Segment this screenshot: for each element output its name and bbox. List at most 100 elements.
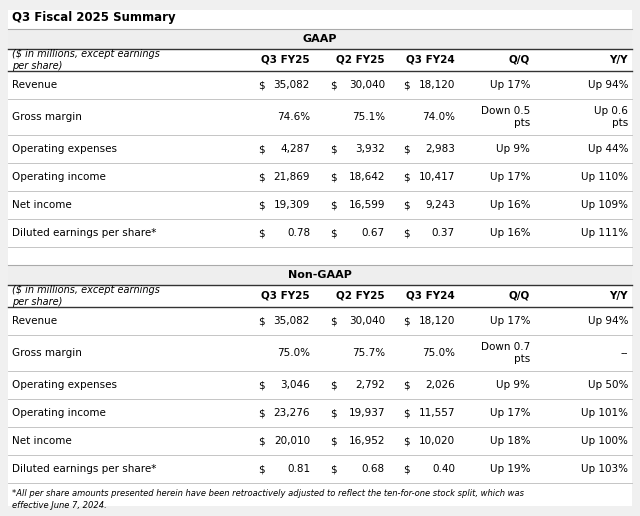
Text: 0.78: 0.78 (287, 228, 310, 238)
Text: 74.6%: 74.6% (277, 112, 310, 122)
Text: 21,869: 21,869 (273, 172, 310, 182)
Text: Y/Y: Y/Y (609, 291, 628, 301)
Text: $: $ (403, 316, 410, 326)
Text: Up 17%: Up 17% (490, 408, 530, 418)
Text: $: $ (258, 228, 264, 238)
Text: Up 103%: Up 103% (581, 464, 628, 474)
Text: $: $ (403, 464, 410, 474)
Text: ($ in millions, except earnings
per share): ($ in millions, except earnings per shar… (12, 285, 160, 307)
Text: $: $ (330, 228, 337, 238)
Text: 3,046: 3,046 (280, 380, 310, 390)
Text: Net income: Net income (12, 436, 72, 446)
Text: 75.1%: 75.1% (352, 112, 385, 122)
Text: 35,082: 35,082 (274, 316, 310, 326)
Text: Q2 FY25: Q2 FY25 (337, 291, 385, 301)
Text: Up 17%: Up 17% (490, 316, 530, 326)
Text: ($ in millions, except earnings
per share): ($ in millions, except earnings per shar… (12, 49, 160, 71)
Text: Operating expenses: Operating expenses (12, 380, 117, 390)
Text: Revenue: Revenue (12, 80, 57, 90)
Text: 2,983: 2,983 (425, 144, 455, 154)
Text: $: $ (403, 408, 410, 418)
Text: Up 9%: Up 9% (496, 144, 530, 154)
Text: 0.81: 0.81 (287, 464, 310, 474)
Text: 0.40: 0.40 (432, 464, 455, 474)
Text: Operating income: Operating income (12, 408, 106, 418)
Text: $: $ (330, 436, 337, 446)
Text: 75.0%: 75.0% (422, 348, 455, 358)
Text: 23,276: 23,276 (273, 408, 310, 418)
Text: $: $ (258, 80, 264, 90)
Text: 18,642: 18,642 (349, 172, 385, 182)
Text: $: $ (330, 380, 337, 390)
Text: Gross margin: Gross margin (12, 112, 82, 122)
Text: 35,082: 35,082 (274, 80, 310, 90)
Text: Up 111%: Up 111% (581, 228, 628, 238)
Text: Down 0.5
pts: Down 0.5 pts (481, 106, 530, 128)
Text: Up 18%: Up 18% (490, 436, 530, 446)
Text: Operating income: Operating income (12, 172, 106, 182)
Text: 19,937: 19,937 (349, 408, 385, 418)
Text: 3,932: 3,932 (355, 144, 385, 154)
Text: $: $ (330, 316, 337, 326)
Text: Up 109%: Up 109% (581, 200, 628, 210)
Text: $: $ (258, 144, 264, 154)
Text: Gross margin: Gross margin (12, 348, 82, 358)
Text: $: $ (258, 464, 264, 474)
Text: Up 100%: Up 100% (581, 436, 628, 446)
Text: Diluted earnings per share*: Diluted earnings per share* (12, 228, 156, 238)
Text: 2,026: 2,026 (425, 380, 455, 390)
Text: 10,020: 10,020 (419, 436, 455, 446)
Text: $: $ (258, 408, 264, 418)
Text: Up 19%: Up 19% (490, 464, 530, 474)
Text: Up 9%: Up 9% (496, 380, 530, 390)
Text: Up 44%: Up 44% (588, 144, 628, 154)
Text: 30,040: 30,040 (349, 316, 385, 326)
Text: $: $ (403, 144, 410, 154)
Text: Q/Q: Q/Q (509, 291, 530, 301)
Text: Down 0.7
pts: Down 0.7 pts (481, 342, 530, 364)
Text: $: $ (330, 144, 337, 154)
Text: Q/Q: Q/Q (509, 55, 530, 65)
Text: $: $ (403, 380, 410, 390)
Text: Non-GAAP: Non-GAAP (288, 270, 352, 280)
Text: 4,287: 4,287 (280, 144, 310, 154)
Text: 16,599: 16,599 (349, 200, 385, 210)
Text: Q3 FY25: Q3 FY25 (261, 291, 310, 301)
Text: 2,792: 2,792 (355, 380, 385, 390)
Text: $: $ (403, 200, 410, 210)
Text: $: $ (258, 380, 264, 390)
Text: $: $ (258, 436, 264, 446)
Text: $: $ (330, 200, 337, 210)
Text: 20,010: 20,010 (274, 436, 310, 446)
Text: 74.0%: 74.0% (422, 112, 455, 122)
Text: 19,309: 19,309 (274, 200, 310, 210)
Text: Y/Y: Y/Y (609, 55, 628, 65)
Text: $: $ (403, 172, 410, 182)
Bar (8, 265, 632, 285)
Text: Q3 FY24: Q3 FY24 (406, 291, 455, 301)
Text: Q3 FY24: Q3 FY24 (406, 55, 455, 65)
Text: $: $ (330, 172, 337, 182)
Bar (8, 29, 632, 49)
Text: Up 50%: Up 50% (588, 380, 628, 390)
Text: 10,417: 10,417 (419, 172, 455, 182)
Text: 18,120: 18,120 (419, 80, 455, 90)
Text: 75.7%: 75.7% (352, 348, 385, 358)
Text: $: $ (258, 172, 264, 182)
Text: $: $ (258, 316, 264, 326)
Text: *All per share amounts presented herein have been retroactively adjusted to refl: *All per share amounts presented herein … (12, 489, 524, 510)
Text: Q3 FY25: Q3 FY25 (261, 55, 310, 65)
Text: GAAP: GAAP (303, 34, 337, 44)
Text: Q3 Fiscal 2025 Summary: Q3 Fiscal 2025 Summary (12, 11, 175, 24)
Text: Revenue: Revenue (12, 316, 57, 326)
Text: 16,952: 16,952 (349, 436, 385, 446)
Text: $: $ (330, 80, 337, 90)
Text: Up 94%: Up 94% (588, 80, 628, 90)
Text: 0.37: 0.37 (432, 228, 455, 238)
Text: Net income: Net income (12, 200, 72, 210)
Text: Q2 FY25: Q2 FY25 (337, 55, 385, 65)
Text: 11,557: 11,557 (419, 408, 455, 418)
Text: $: $ (330, 408, 337, 418)
Text: $: $ (403, 228, 410, 238)
Text: $: $ (403, 436, 410, 446)
